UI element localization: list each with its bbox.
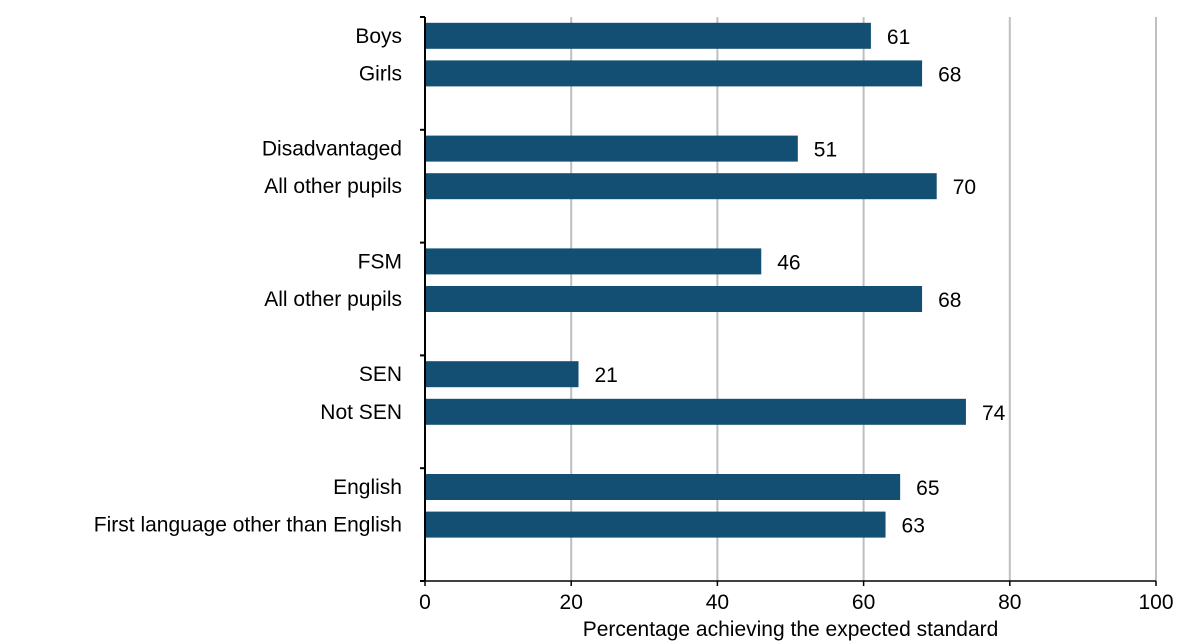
- data-label: 65: [916, 477, 939, 500]
- x-tick-label: 100: [1138, 591, 1173, 614]
- bar: [425, 474, 901, 500]
- category-label: SEN: [359, 363, 402, 386]
- data-label: 46: [777, 251, 800, 274]
- axes: [420, 16, 1157, 586]
- x-axis-title: Percentage achieving the expected standa…: [583, 618, 999, 641]
- category-label: Disadvantaged: [262, 138, 402, 161]
- bars: [425, 22, 966, 538]
- category-label: All other pupils: [264, 175, 402, 198]
- bar: [425, 135, 798, 162]
- data-label: 68: [938, 63, 961, 86]
- bar: [425, 511, 886, 538]
- bar: [425, 22, 871, 49]
- bar: [425, 361, 579, 388]
- data-label: 74: [982, 402, 1006, 425]
- category-label: FSM: [358, 250, 402, 273]
- category-label: Not SEN: [320, 401, 402, 424]
- category-label: English: [333, 476, 402, 499]
- category-label: Boys: [355, 25, 402, 48]
- data-label: 68: [938, 289, 961, 312]
- x-tick-label: 40: [706, 591, 729, 614]
- x-tick-label: 80: [998, 591, 1021, 614]
- data-labels: 61 68 51 70 46 68 21 74 65 63: [595, 26, 1006, 538]
- data-label: 61: [887, 26, 910, 49]
- data-label: 51: [814, 139, 837, 162]
- data-label: 70: [953, 176, 976, 199]
- category-labels: Boys Girls Disadvantaged All other pupils FS…: [94, 25, 402, 537]
- bar: [425, 60, 923, 87]
- x-tick-label: 0: [419, 591, 431, 614]
- x-tick-labels: 0 20 40 60 80 100: [419, 591, 1173, 614]
- category-label: Girls: [359, 62, 402, 85]
- bar: [425, 248, 762, 275]
- x-tick-label: 60: [852, 591, 875, 614]
- category-label: All other pupils: [264, 288, 402, 311]
- category-label: First language other than English: [94, 514, 402, 537]
- x-tick-label: 20: [560, 591, 583, 614]
- data-label: 21: [595, 364, 618, 387]
- bar: [425, 173, 937, 200]
- data-label: 63: [902, 515, 925, 538]
- bar: [425, 286, 923, 312]
- bar: [425, 398, 966, 425]
